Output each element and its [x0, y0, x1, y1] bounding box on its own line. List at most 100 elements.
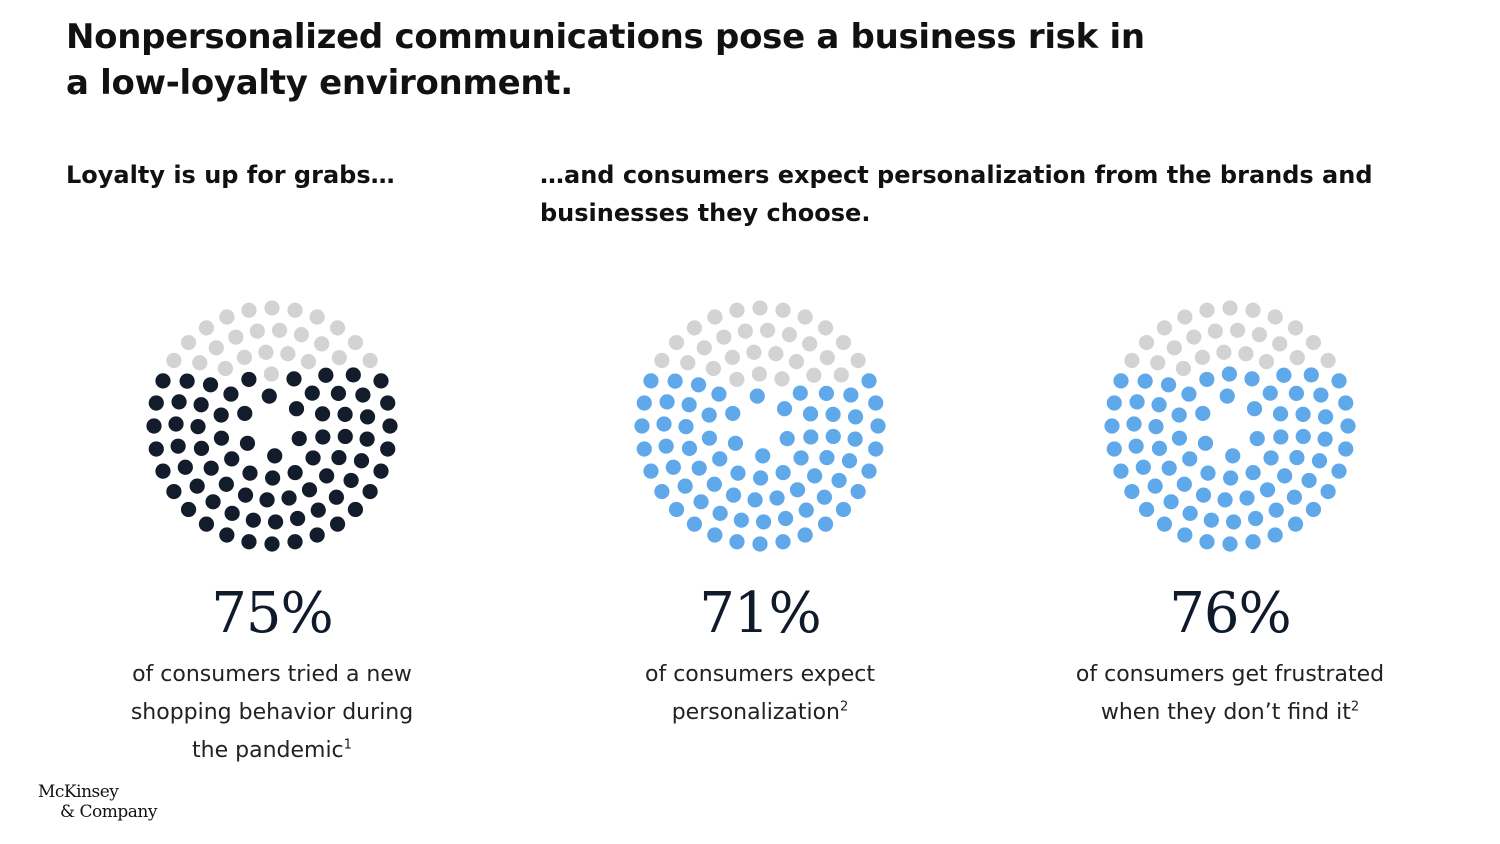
filled-dot: [668, 501, 685, 518]
filled-dot: [245, 512, 261, 528]
empty-dot: [833, 367, 849, 383]
empty-dot: [264, 300, 280, 316]
empty-dot: [668, 334, 685, 351]
filled-dot: [643, 373, 659, 389]
filled-dot: [177, 459, 193, 475]
filled-dot: [1222, 536, 1238, 552]
filled-dot: [291, 430, 307, 447]
filled-dot: [870, 418, 886, 434]
filled-dot: [202, 377, 219, 393]
filled-dot: [1151, 440, 1168, 456]
empty-dot: [236, 349, 253, 365]
empty-dot: [737, 323, 753, 339]
filled-dot: [343, 472, 359, 489]
filled-dot: [701, 430, 718, 446]
filled-dot: [1289, 449, 1305, 466]
filled-dot: [861, 373, 877, 389]
filled-dot: [1331, 373, 1347, 389]
empty-dot: [781, 327, 798, 343]
filled-dot: [1156, 516, 1173, 532]
filled-dot: [1259, 482, 1276, 498]
filled-dot: [305, 450, 321, 466]
filled-dot: [218, 476, 234, 492]
filled-dot: [1295, 428, 1311, 445]
empty-dot: [686, 320, 703, 336]
empty-dot: [1199, 302, 1215, 318]
empty-dot: [1166, 340, 1182, 356]
filled-dot: [1287, 516, 1304, 532]
filled-dot: [1113, 463, 1129, 479]
filled-dot: [314, 406, 331, 422]
filled-dot: [301, 482, 318, 498]
filled-dot: [166, 483, 182, 500]
empty-dot: [680, 355, 696, 371]
filled-dot: [729, 534, 745, 550]
filled-dot: [1147, 478, 1163, 494]
filled-dot: [1161, 460, 1177, 476]
filled-dot: [241, 371, 257, 388]
empty-dot: [850, 352, 866, 369]
logo-line-1: McKinsey: [38, 782, 119, 802]
empty-dot: [1287, 320, 1304, 336]
filled-dot: [1203, 512, 1219, 528]
empty-dot: [724, 349, 741, 365]
empty-dot: [1238, 346, 1254, 362]
filled-dot: [1219, 388, 1235, 404]
filled-dot: [198, 516, 215, 532]
filled-dot: [1338, 441, 1354, 457]
empty-dot: [1222, 300, 1238, 316]
dot-circle-chart: [146, 300, 398, 552]
filled-dot: [190, 418, 206, 435]
empty-dot: [1156, 320, 1173, 336]
filled-dot: [1244, 371, 1260, 387]
empty-dot: [654, 352, 670, 369]
empty-dot: [751, 366, 767, 382]
empty-dot: [775, 302, 791, 318]
filled-dot: [802, 406, 819, 422]
filled-dot: [319, 468, 335, 484]
empty-dot: [249, 323, 265, 339]
filled-dot: [850, 483, 866, 500]
empty-dot: [729, 371, 745, 388]
stat-description-text: of consumers tried a new shopping behavi…: [130, 662, 414, 763]
filled-dot: [775, 534, 791, 550]
filled-dot: [267, 448, 283, 464]
filled-dot: [1181, 386, 1197, 402]
filled-dot: [753, 470, 769, 486]
filled-dot: [237, 405, 253, 422]
filled-dot: [712, 451, 728, 467]
empty-dot: [1138, 334, 1155, 351]
empty-dot: [314, 336, 330, 352]
empty-dot: [241, 302, 257, 318]
filled-dot: [1106, 441, 1122, 457]
filled-dot: [693, 494, 709, 510]
empty-dot: [1320, 352, 1336, 369]
filled-dot: [686, 516, 703, 532]
filled-dot: [331, 449, 347, 466]
filled-dot: [318, 367, 334, 383]
filled-dot: [1268, 502, 1284, 518]
empty-dot: [705, 360, 721, 377]
filled-dot: [1225, 448, 1241, 464]
filled-dot: [330, 385, 347, 401]
empty-dot: [759, 322, 776, 338]
filled-dot: [359, 409, 376, 425]
filled-dot: [1106, 395, 1122, 411]
filled-dot: [712, 505, 728, 521]
filled-dot: [265, 470, 281, 486]
filled-dot: [792, 385, 808, 401]
filled-dot: [380, 395, 396, 411]
filled-dot: [1148, 418, 1164, 435]
filled-dot: [168, 416, 184, 432]
filled-dot: [146, 418, 162, 434]
subhead-left: Loyalty is up for grabs…: [66, 161, 395, 189]
filled-dot: [825, 428, 841, 445]
filled-dot: [223, 386, 239, 402]
filled-dot: [213, 407, 229, 423]
filled-dot: [1163, 494, 1179, 510]
filled-dot: [203, 460, 219, 476]
filled-dot: [1138, 501, 1155, 518]
filled-dot: [725, 405, 741, 422]
filled-dot: [155, 373, 171, 389]
empty-dot: [817, 320, 834, 336]
